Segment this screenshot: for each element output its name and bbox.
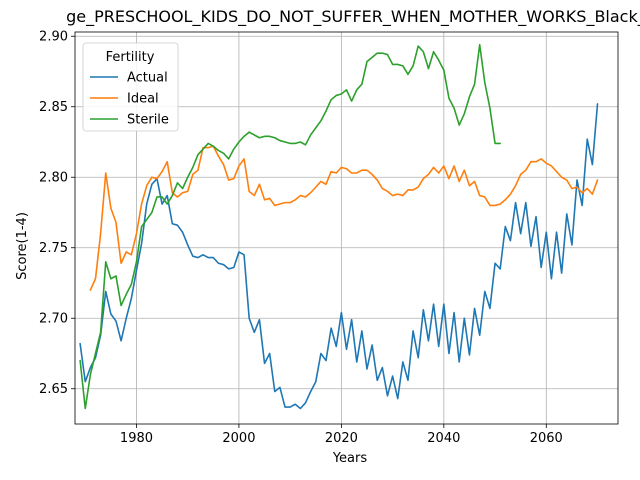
legend-label-sterile: Sterile [127,113,169,128]
y-axis-ticks: 2.65 2.70 2.75 2.80 2.85 2.90 [39,30,75,397]
x-tick-label: 2020 [325,431,358,446]
x-tick-label: 2000 [222,431,255,446]
x-tick-label: 1980 [120,431,153,446]
y-tick-label: 2.90 [39,30,68,45]
y-tick-label: 2.80 [39,171,68,186]
chart-title: ge_PRESCHOOL_KIDS_DO_NOT_SUFFER_WHEN_MOT… [66,7,640,27]
x-axis-ticks: 1980 2000 2020 2040 2060 [120,424,563,446]
series-line-sterile [79,43,501,410]
x-axis-label: Years [332,451,368,466]
x-tick-label: 2060 [530,431,563,446]
series-line-actual [79,103,599,410]
legend: Fertility Actual Ideal Sterile [82,42,179,132]
y-axis-label: Score(1-4) [15,212,30,280]
legend-label-ideal: Ideal [127,92,159,107]
legend-items: Actual Ideal Sterile [90,71,169,128]
y-tick-label: 2.70 [39,312,68,327]
y-tick-label: 2.75 [39,241,68,256]
x-tick-label: 2040 [427,431,460,446]
series-line-ideal [89,145,599,291]
legend-frame [82,42,179,132]
y-tick-label: 2.65 [39,382,68,397]
legend-label-actual: Actual [127,71,168,86]
y-tick-label: 2.85 [39,100,68,115]
grid [75,32,618,424]
legend-title: Fertility [106,50,155,65]
plot-frame [74,31,619,425]
series-layer [79,43,599,410]
